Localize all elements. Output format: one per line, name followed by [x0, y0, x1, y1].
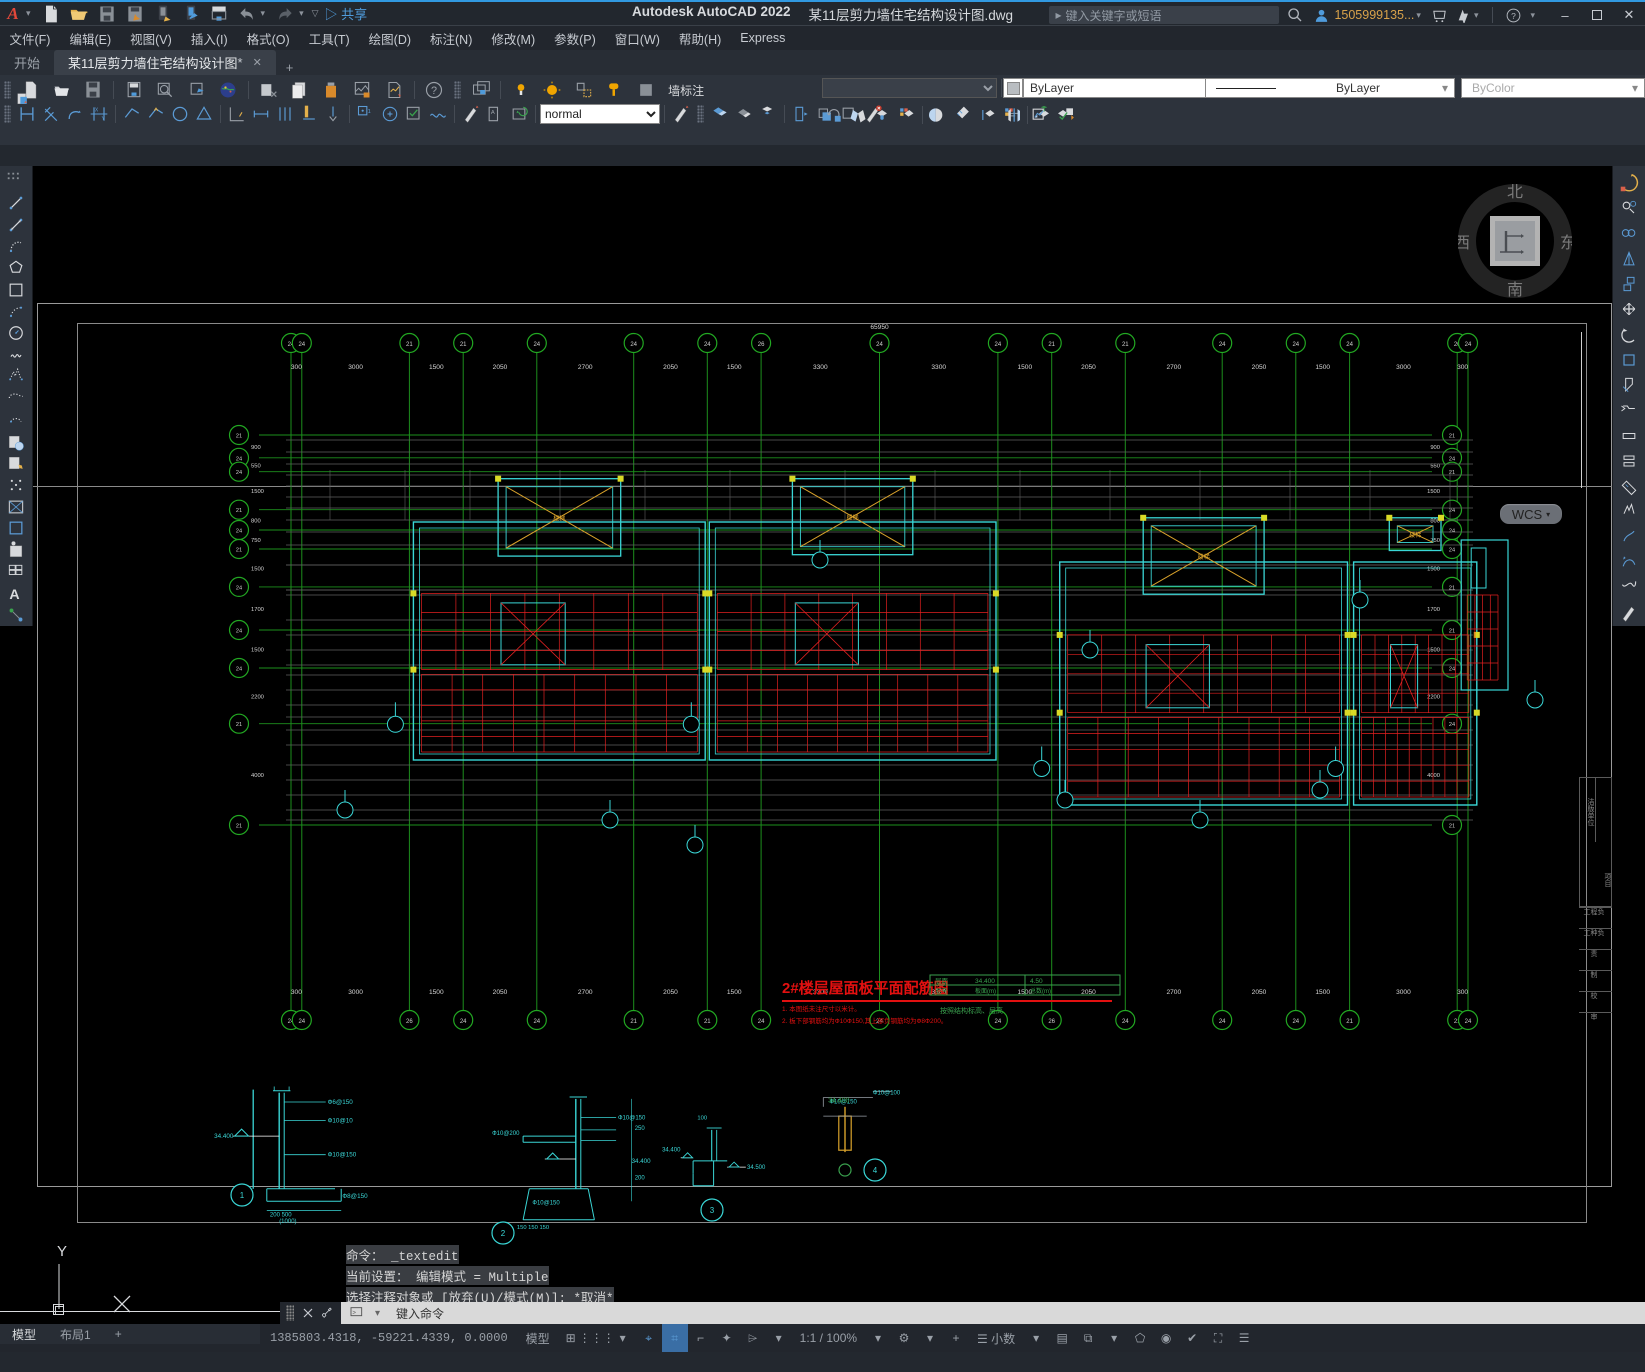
svg-text:南: 南 [1507, 281, 1523, 298]
svg-text:Y: Y [57, 1243, 67, 1260]
svg-text:A: A [9, 587, 19, 603]
svg-text:?: ? [431, 85, 437, 97]
svg-text:2: 2 [501, 1229, 506, 1238]
svg-text:北: 北 [1507, 184, 1523, 201]
svg-text:西: 西 [1458, 235, 1470, 252]
svg-text:A: A [491, 110, 495, 116]
svg-text:>_: >_ [352, 1310, 360, 1316]
svg-text:1: 1 [368, 109, 371, 115]
svg-text:X: X [95, 108, 99, 114]
svg-text:Y: Y [102, 116, 106, 122]
svg-text:东: 东 [1560, 234, 1572, 252]
svg-text:?: ? [1512, 11, 1517, 21]
svg-text:150 150 150: 150 150 150 [517, 1225, 549, 1231]
